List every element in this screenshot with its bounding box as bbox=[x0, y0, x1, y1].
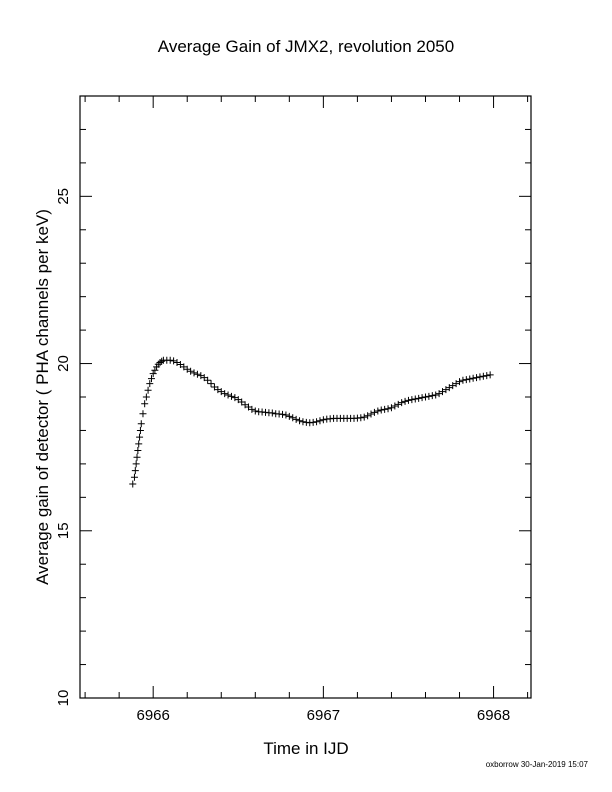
data-point bbox=[476, 373, 484, 381]
y-tick-label: 15 bbox=[55, 522, 72, 539]
data-point bbox=[384, 405, 392, 413]
data-point bbox=[151, 366, 159, 374]
data-point bbox=[296, 417, 304, 425]
data-point bbox=[469, 374, 477, 382]
data-point bbox=[364, 412, 372, 420]
data-point bbox=[248, 405, 256, 413]
data-point bbox=[370, 408, 378, 416]
data-point bbox=[141, 400, 149, 408]
data-point bbox=[136, 426, 144, 434]
data-point bbox=[377, 406, 385, 414]
data-point bbox=[418, 394, 426, 402]
data-point bbox=[142, 393, 150, 401]
data-point bbox=[404, 396, 412, 404]
data-point bbox=[136, 433, 144, 441]
data-point bbox=[193, 370, 201, 378]
data-point bbox=[486, 371, 494, 379]
data-point bbox=[207, 380, 215, 388]
x-tick-label: 6968 bbox=[477, 707, 510, 724]
y-axis-label: Average gain of detector ( PHA channels … bbox=[33, 209, 52, 585]
data-point bbox=[459, 376, 467, 384]
data-point bbox=[411, 395, 419, 403]
data-point bbox=[292, 415, 300, 423]
y-tick-label: 20 bbox=[55, 355, 72, 372]
data-point bbox=[479, 372, 487, 380]
data-point bbox=[131, 467, 139, 475]
data-point bbox=[462, 376, 470, 384]
data-point bbox=[381, 405, 389, 413]
data-point bbox=[367, 410, 375, 418]
data-point bbox=[466, 375, 474, 383]
data-point bbox=[299, 418, 307, 426]
data-point bbox=[187, 367, 195, 375]
data-point bbox=[139, 410, 147, 418]
data-point bbox=[137, 420, 145, 428]
axis-tick-labels: 6966 6967 6968 10 15 20 25 bbox=[55, 188, 510, 724]
data-point bbox=[473, 374, 481, 382]
data-point bbox=[316, 417, 324, 425]
data-point bbox=[483, 372, 491, 380]
data-point bbox=[432, 391, 440, 399]
data-point bbox=[170, 357, 178, 365]
data-point bbox=[149, 370, 157, 378]
data-point bbox=[282, 411, 290, 419]
data-point bbox=[391, 402, 399, 410]
data-point bbox=[425, 392, 433, 400]
data-point bbox=[394, 400, 402, 408]
data-point bbox=[130, 473, 138, 481]
data-point bbox=[158, 357, 166, 365]
data-point bbox=[129, 480, 137, 488]
axis-ticks bbox=[80, 95, 531, 699]
data-point bbox=[134, 447, 142, 455]
data-point bbox=[374, 407, 382, 415]
data-point bbox=[144, 386, 152, 394]
data-point bbox=[251, 407, 259, 415]
data-point bbox=[166, 356, 174, 364]
data-point bbox=[285, 412, 293, 420]
data-point bbox=[387, 404, 395, 412]
data-point bbox=[146, 380, 154, 388]
x-tick-label: 6967 bbox=[307, 707, 340, 724]
data-point bbox=[132, 460, 140, 468]
data-point bbox=[401, 397, 409, 405]
data-series bbox=[129, 356, 494, 488]
data-point bbox=[309, 418, 317, 426]
data-point bbox=[221, 390, 229, 398]
data-point bbox=[135, 440, 143, 448]
data-point bbox=[147, 375, 155, 383]
x-axis-label: Time in IJD bbox=[263, 739, 348, 758]
footer-credit: oxborrow 30-Jan-2019 15:07 bbox=[485, 760, 588, 769]
y-tick-label: 25 bbox=[55, 188, 72, 205]
data-point bbox=[289, 414, 297, 422]
data-point bbox=[133, 453, 141, 461]
data-point bbox=[224, 391, 232, 399]
data-point bbox=[360, 413, 368, 421]
data-point bbox=[415, 394, 423, 402]
data-point bbox=[268, 409, 276, 417]
data-point bbox=[313, 418, 321, 426]
data-point bbox=[357, 414, 365, 422]
data-point bbox=[408, 396, 416, 404]
y-tick-label: 10 bbox=[55, 690, 72, 707]
data-point bbox=[456, 378, 464, 386]
chart-title: Average Gain of JMX2, revolution 2050 bbox=[158, 37, 454, 56]
data-point bbox=[279, 410, 287, 418]
data-point bbox=[227, 392, 235, 400]
data-point bbox=[154, 360, 162, 368]
data-point bbox=[204, 376, 212, 384]
data-point bbox=[398, 399, 406, 407]
data-point bbox=[428, 392, 436, 400]
data-point bbox=[421, 393, 429, 401]
data-point bbox=[190, 369, 198, 377]
data-point bbox=[319, 416, 327, 424]
x-tick-label: 6966 bbox=[136, 707, 169, 724]
